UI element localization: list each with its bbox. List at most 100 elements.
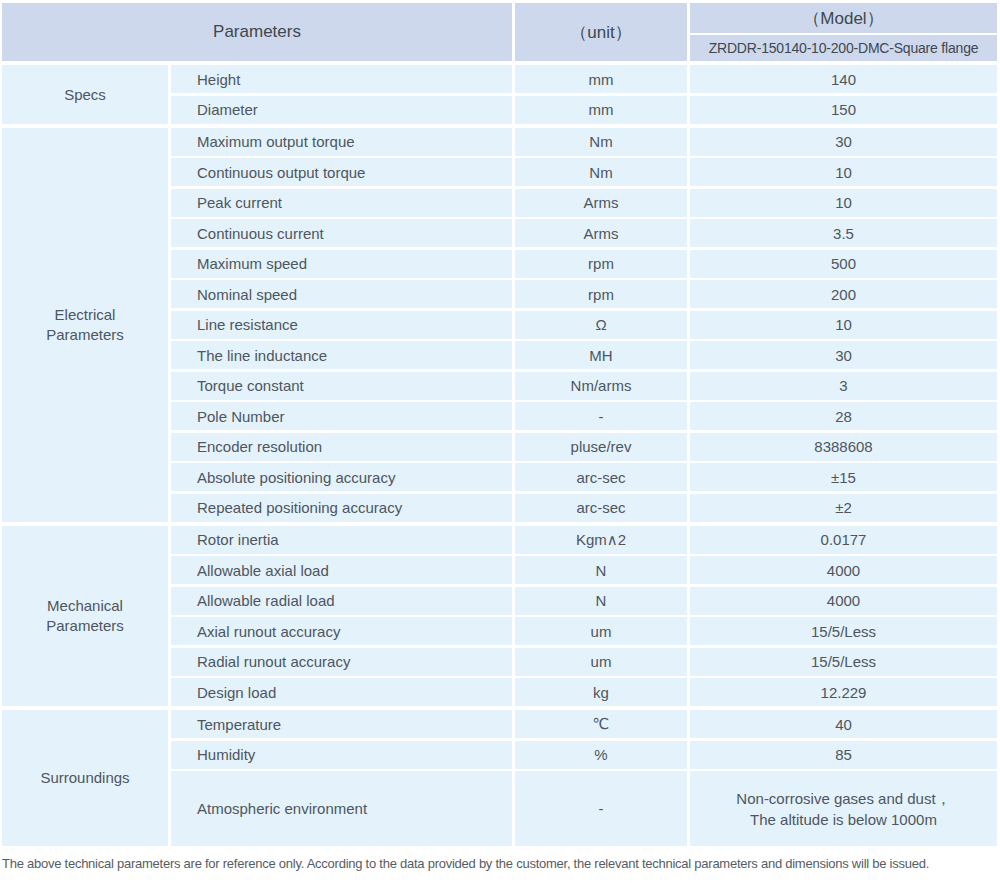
unit-cell: rpm	[515, 250, 687, 278]
unit-cell: pluse/rev	[515, 433, 687, 461]
value-cell: 15/5/Less	[690, 648, 997, 676]
header-parameters: Parameters	[2, 3, 512, 61]
param-cell: Nominal speed	[171, 280, 512, 308]
param-cell: Humidity	[171, 741, 512, 769]
param-cell: Line resistance	[171, 311, 512, 339]
section-rows: Temperature℃40Humidity%85Atmospheric env…	[171, 710, 997, 846]
table-row: Absolute positioning accuracyarc-sec±15	[171, 463, 997, 491]
value-cell: 0.0177	[690, 526, 997, 554]
value-cell: Non-corrosive gases and dust， The altitu…	[690, 771, 997, 846]
unit-cell: um	[515, 617, 687, 645]
param-cell: Encoder resolution	[171, 433, 512, 461]
value-cell: ±15	[690, 463, 997, 491]
table-row: Continuous output torqueNm10	[171, 158, 997, 186]
param-cell: The line inductance	[171, 341, 512, 369]
section-rows: Heightmm140Diametermm150	[171, 65, 997, 124]
table-row: Repeated positioning accuracyarc-sec±2	[171, 494, 997, 522]
section-rows: Rotor inertiaKgm∧20.0177Allowable axial …	[171, 526, 997, 707]
param-cell: Absolute positioning accuracy	[171, 463, 512, 491]
unit-cell: kg	[515, 678, 687, 706]
value-cell: 40	[690, 710, 997, 738]
value-cell: 200	[690, 280, 997, 308]
param-cell: Torque constant	[171, 372, 512, 400]
table-row: Design loadkg12.229	[171, 678, 997, 706]
unit-cell: um	[515, 648, 687, 676]
param-cell: Diameter	[171, 96, 512, 124]
unit-cell: Kgm∧2	[515, 526, 687, 554]
unit-cell: ℃	[515, 710, 687, 738]
table-row: Nominal speedrpm200	[171, 280, 997, 308]
param-cell: Rotor inertia	[171, 526, 512, 554]
unit-cell: mm	[515, 96, 687, 124]
unit-cell: -	[515, 402, 687, 430]
unit-cell: Arms	[515, 189, 687, 217]
table-row: Torque constantNm/arms3	[171, 372, 997, 400]
value-cell: 10	[690, 158, 997, 186]
section-electrical: Electrical ParametersMaximum output torq…	[2, 128, 997, 522]
header-unit: （unit）	[515, 3, 687, 61]
param-cell: Pole Number	[171, 402, 512, 430]
section-surroundings: SurroundingsTemperature℃40Humidity%85Atm…	[2, 710, 997, 846]
table-row: Encoder resolutionpluse/rev8388608	[171, 433, 997, 461]
header-model-number: ZRDDR-150140-10-200-DMC-Square flange	[690, 35, 997, 61]
param-cell: Atmospheric environment	[171, 771, 512, 846]
footnote: The above technical parameters are for r…	[2, 856, 1000, 871]
table-row: Axial runout accuracyum15/5/Less	[171, 617, 997, 645]
table-header: Parameters （unit） （Model） ZRDDR-150140-1…	[2, 3, 997, 61]
value-cell: 3.5	[690, 219, 997, 247]
value-cell: 4000	[690, 587, 997, 615]
value-cell: 15/5/Less	[690, 617, 997, 645]
table-row: Allowable radial loadN4000	[171, 587, 997, 615]
unit-cell: %	[515, 741, 687, 769]
unit-cell: Arms	[515, 219, 687, 247]
param-cell: Allowable radial load	[171, 587, 512, 615]
unit-cell: Ω	[515, 311, 687, 339]
table-row: Maximum output torqueNm30	[171, 128, 997, 156]
value-cell: 3	[690, 372, 997, 400]
unit-cell: rpm	[515, 280, 687, 308]
table-row: Humidity%85	[171, 741, 997, 769]
unit-cell: Nm/arms	[515, 372, 687, 400]
value-cell: 30	[690, 128, 997, 156]
section-label: Specs	[2, 65, 168, 124]
param-cell: Axial runout accuracy	[171, 617, 512, 645]
section-rows: Maximum output torqueNm30Continuous outp…	[171, 128, 997, 522]
table-row: Diametermm150	[171, 96, 997, 124]
unit-cell: Nm	[515, 128, 687, 156]
header-model: （Model）	[690, 3, 997, 33]
table-row: Line resistanceΩ10	[171, 311, 997, 339]
section-label: Electrical Parameters	[2, 128, 168, 522]
section-label: Mechanical Parameters	[2, 526, 168, 707]
unit-cell: mm	[515, 65, 687, 93]
table-row: Continuous currentArms3.5	[171, 219, 997, 247]
table-row: Rotor inertiaKgm∧20.0177	[171, 526, 997, 554]
param-cell: Repeated positioning accuracy	[171, 494, 512, 522]
param-cell: Continuous output torque	[171, 158, 512, 186]
value-cell: 12.229	[690, 678, 997, 706]
param-cell: Allowable axial load	[171, 556, 512, 584]
value-cell: ±2	[690, 494, 997, 522]
section-label: Surroundings	[2, 710, 168, 846]
unit-cell: -	[515, 771, 687, 846]
param-cell: Maximum speed	[171, 250, 512, 278]
value-cell: 8388608	[690, 433, 997, 461]
table-row: Radial runout accuracyum15/5/Less	[171, 648, 997, 676]
unit-cell: arc-sec	[515, 494, 687, 522]
table-body: SpecsHeightmm140Diametermm150Electrical …	[2, 65, 997, 846]
header-model-group: （Model） ZRDDR-150140-10-200-DMC-Square f…	[690, 3, 997, 61]
unit-cell: arc-sec	[515, 463, 687, 491]
table-row: Peak currentArms10	[171, 189, 997, 217]
param-cell: Peak current	[171, 189, 512, 217]
param-cell: Maximum output torque	[171, 128, 512, 156]
value-cell: 140	[690, 65, 997, 93]
parameters-table: Parameters （unit） （Model） ZRDDR-150140-1…	[2, 3, 997, 846]
table-row: The line inductanceMH30	[171, 341, 997, 369]
param-cell: Temperature	[171, 710, 512, 738]
value-cell: 150	[690, 96, 997, 124]
value-cell: 500	[690, 250, 997, 278]
value-cell: 10	[690, 311, 997, 339]
unit-cell: MH	[515, 341, 687, 369]
value-cell: 85	[690, 741, 997, 769]
value-cell: 28	[690, 402, 997, 430]
value-cell: 30	[690, 341, 997, 369]
